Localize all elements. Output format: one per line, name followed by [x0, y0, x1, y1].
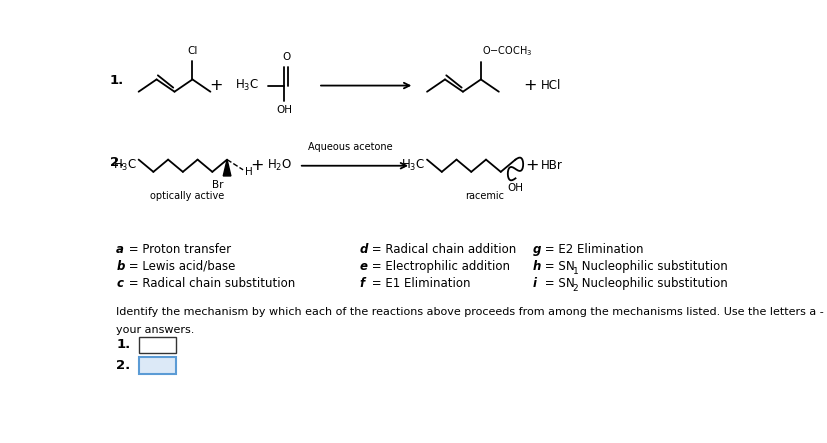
Text: Nucleophilic substitution: Nucleophilic substitution: [577, 260, 728, 273]
Text: = E1 Elimination: = E1 Elimination: [368, 277, 471, 290]
Polygon shape: [223, 159, 231, 176]
Text: e: e: [360, 260, 368, 273]
Text: +: +: [525, 158, 538, 173]
Text: c: c: [116, 277, 123, 290]
Text: OH: OH: [508, 183, 523, 193]
Bar: [139, 337, 176, 354]
Text: N: N: [566, 277, 575, 290]
Text: O: O: [282, 52, 290, 62]
Bar: [139, 358, 176, 374]
Text: +: +: [251, 158, 264, 173]
Text: 1: 1: [572, 267, 578, 276]
Text: Cl: Cl: [187, 46, 198, 56]
Text: H$_3$C: H$_3$C: [112, 158, 136, 173]
Text: = Lewis acid/base: = Lewis acid/base: [125, 260, 235, 273]
Text: Br: Br: [213, 180, 224, 190]
Text: g: g: [533, 243, 541, 256]
Text: 1.: 1.: [110, 74, 124, 87]
Text: H: H: [245, 167, 253, 176]
Text: optically active: optically active: [150, 191, 224, 202]
Text: H$_3$C: H$_3$C: [401, 158, 425, 173]
Text: +: +: [208, 78, 222, 93]
Text: i: i: [533, 277, 537, 290]
Text: your answers.: your answers.: [116, 325, 194, 335]
Text: 2.: 2.: [116, 359, 131, 372]
Text: = S: = S: [541, 260, 566, 273]
Text: b: b: [116, 260, 125, 273]
Text: = Proton transfer: = Proton transfer: [125, 243, 231, 256]
Text: HBr: HBr: [541, 159, 563, 172]
Text: = Radical chain addition: = Radical chain addition: [368, 243, 516, 256]
Text: Aqueous acetone: Aqueous acetone: [308, 142, 393, 152]
Text: racemic: racemic: [466, 191, 504, 202]
Text: = E2 Elimination: = E2 Elimination: [541, 243, 643, 256]
Text: d: d: [360, 243, 368, 256]
Text: = S: = S: [541, 277, 566, 290]
Text: 2: 2: [572, 284, 578, 293]
Text: 1.: 1.: [116, 338, 131, 351]
Text: a: a: [116, 243, 124, 256]
Text: = Electrophilic addition: = Electrophilic addition: [368, 260, 510, 273]
Text: +: +: [523, 78, 537, 93]
Text: Nucleophilic substitution: Nucleophilic substitution: [577, 277, 728, 290]
Text: O$-$COCH$_3$: O$-$COCH$_3$: [482, 44, 533, 58]
Text: N: N: [566, 260, 575, 273]
Text: Identify the mechanism by which each of the reactions above proceeds from among : Identify the mechanism by which each of …: [116, 307, 827, 317]
Text: h: h: [533, 260, 541, 273]
Text: H$_3$C: H$_3$C: [235, 78, 259, 93]
Text: OH: OH: [276, 105, 292, 115]
Text: H$_2$O: H$_2$O: [267, 158, 292, 173]
Text: f: f: [360, 277, 365, 290]
Text: 2.: 2.: [110, 156, 124, 169]
Text: HCl: HCl: [541, 79, 561, 92]
Text: = Radical chain substitution: = Radical chain substitution: [125, 277, 294, 290]
